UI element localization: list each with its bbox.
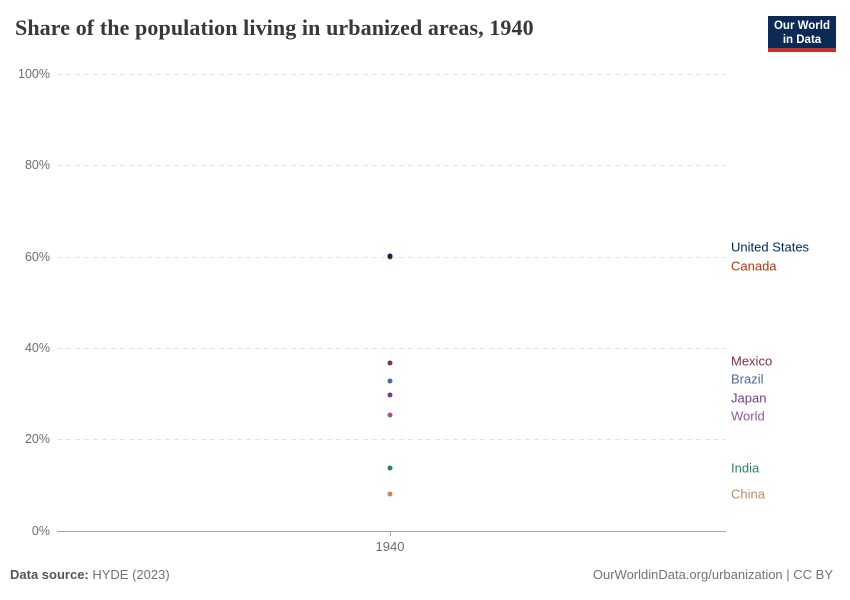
data-source-value: HYDE (2023): [88, 567, 170, 582]
entity-label-brazil[interactable]: Brazil: [731, 371, 764, 387]
entity-label-united-states[interactable]: United States: [731, 239, 810, 255]
entity-label-world[interactable]: World: [731, 408, 765, 424]
chart-title: Share of the population living in urbani…: [15, 15, 534, 40]
data-source: Data source: HYDE (2023): [10, 567, 170, 582]
entity-label-china[interactable]: China: [731, 486, 765, 502]
y-tick-label-40: 40%: [24, 340, 50, 355]
data-point-india[interactable]: [387, 465, 393, 471]
data-point-united-states[interactable]: [387, 253, 393, 259]
owid-logo-line2: in Data: [782, 33, 822, 46]
entity-label-india[interactable]: India: [731, 460, 760, 476]
owid-logo-line1: Our World: [773, 20, 830, 32]
y-tick-label-20: 20%: [24, 432, 50, 447]
x-tick-mark: [389, 530, 391, 536]
y-tick-label-100: 100%: [18, 67, 50, 81]
data-point-brazil[interactable]: [387, 378, 393, 384]
x-tick-label: 1940: [375, 538, 405, 554]
entity-label-japan[interactable]: Japan: [731, 390, 767, 406]
data-point-china[interactable]: [387, 491, 393, 497]
y-tick-label-60: 60%: [24, 249, 50, 264]
gridline-100: [57, 74, 726, 75]
data-point-world[interactable]: [387, 412, 393, 418]
data-point-mexico[interactable]: [387, 360, 393, 365]
gridline-20: [57, 439, 726, 441]
data-point-japan[interactable]: [387, 392, 393, 398]
entity-label-canada[interactable]: Canada: [731, 258, 777, 274]
gridline-40: [57, 347, 726, 349]
owid-logo[interactable]: Our World in Data: [768, 16, 836, 52]
entity-label-mexico[interactable]: Mexico: [731, 353, 773, 369]
gridline-80: [57, 165, 726, 167]
y-tick-label-80: 80%: [24, 158, 50, 173]
y-tick-label-0: 0%: [31, 523, 50, 538]
x-axis-line: [57, 530, 726, 532]
attribution-link[interactable]: OurWorldinData.org/urbanization | CC BY: [592, 567, 833, 582]
data-source-label: Data source:: [10, 567, 89, 582]
chart-footer: Data source: HYDE (2023) OurWorldinData.…: [10, 567, 833, 582]
